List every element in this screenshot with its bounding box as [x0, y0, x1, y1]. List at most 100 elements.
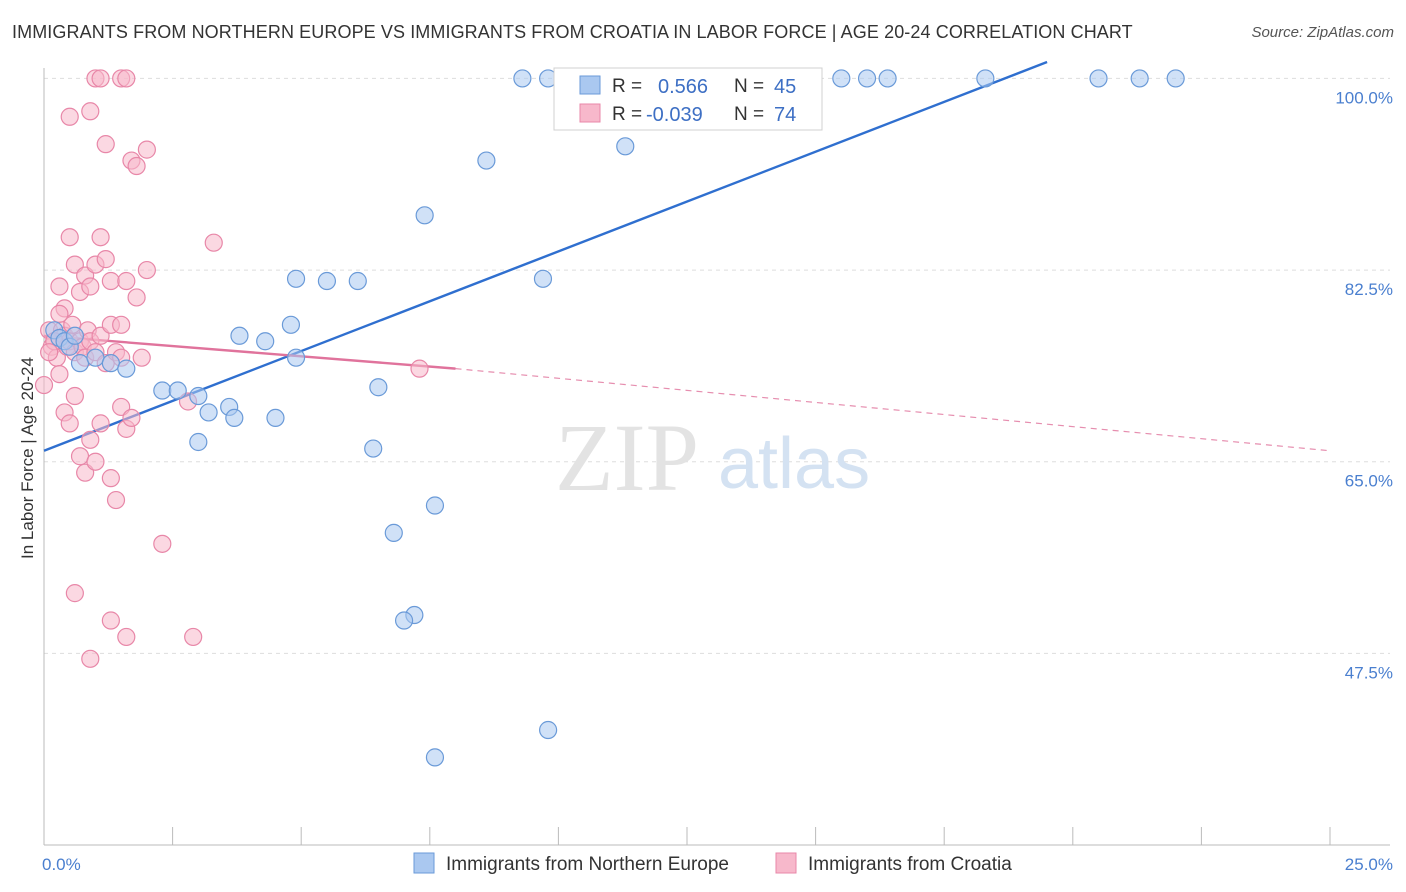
- northern-europe-point: [616, 137, 635, 156]
- croatia-point: [137, 140, 156, 159]
- correlation-legend: R = 0.566 N = 45 R = -0.039 N = 74: [553, 67, 823, 131]
- croatia-point: [60, 228, 79, 247]
- trend-lines: [43, 60, 1331, 452]
- northern-europe-point: [415, 206, 434, 225]
- northern-europe-point: [199, 403, 218, 422]
- croatia-point: [112, 315, 131, 334]
- x-tick-label: 25.0%: [1345, 855, 1393, 874]
- axes: [43, 68, 1390, 846]
- croatia-point: [101, 271, 120, 291]
- croatia-point: [81, 649, 100, 668]
- legend-n-value-pink: 74: [774, 104, 796, 126]
- northern-europe-point: [286, 348, 306, 367]
- y-tick-label: 65.0%: [1345, 472, 1393, 491]
- bottom-legend-label-blue: Immigrants from Northern Europe: [446, 854, 729, 875]
- croatia-point: [137, 260, 156, 280]
- croatia-point: [60, 414, 79, 433]
- northern-europe-point: [832, 69, 851, 88]
- northern-europe-point: [225, 408, 244, 428]
- northern-europe-point: [286, 269, 306, 288]
- northern-europe-point: [394, 611, 414, 630]
- croatia-point: [60, 107, 79, 126]
- croatia-point: [81, 430, 100, 449]
- northern-europe-point: [189, 386, 208, 406]
- northern-europe-point: [101, 354, 120, 373]
- croatia-point: [40, 343, 59, 362]
- croatia-point: [50, 277, 69, 296]
- croatia-point: [106, 490, 126, 510]
- trend-line-croatia: [43, 334, 456, 370]
- northern-europe-point: [70, 354, 90, 373]
- northern-europe-point: [1166, 69, 1185, 88]
- northern-europe-point: [539, 720, 558, 740]
- trend-line-croatia-extension: [455, 368, 1331, 452]
- croatia-point: [91, 414, 110, 433]
- bottom-legend-label-pink: Immigrants from Croatia: [808, 854, 1012, 875]
- legend-n-label-pink: N =: [734, 104, 764, 125]
- bottom-legend-swatch-pink: [775, 852, 797, 874]
- y-tick-label: 47.5%: [1345, 663, 1393, 682]
- northern-europe-point: [256, 332, 275, 351]
- northern-europe-point: [1130, 69, 1149, 88]
- northern-europe-point: [369, 378, 388, 397]
- northern-europe-point: [477, 151, 496, 170]
- y-tick-label: 82.5%: [1345, 280, 1393, 299]
- croatia-point: [96, 250, 115, 269]
- legend-n-label-blue: N =: [734, 76, 764, 97]
- northern-europe-point: [348, 271, 367, 291]
- croatia-point: [153, 534, 172, 553]
- croatia-point: [91, 228, 110, 247]
- series-legend: Immigrants from Northern Europe Immigran…: [413, 852, 1012, 875]
- northern-europe-point: [425, 748, 445, 767]
- croatia-point: [101, 469, 120, 488]
- northern-europe-point: [168, 381, 187, 400]
- croatia-point: [127, 288, 146, 307]
- northern-europe-point: [364, 439, 383, 458]
- croatia-point: [184, 627, 203, 647]
- northern-europe-point: [117, 359, 136, 378]
- northern-europe-point: [878, 69, 897, 88]
- croatia-points: [34, 69, 429, 668]
- croatia-point: [122, 408, 141, 428]
- croatia-point: [65, 386, 84, 406]
- watermark-zip: ZIP: [555, 404, 699, 511]
- northern-europe-point: [230, 326, 249, 345]
- croatia-point: [81, 102, 100, 121]
- northern-europe-point: [189, 432, 208, 452]
- croatia-point: [50, 365, 69, 384]
- northern-europe-point: [317, 271, 337, 291]
- northern-europe-point: [533, 269, 553, 288]
- legend-r-label-pink: R =: [612, 104, 642, 125]
- croatia-point: [132, 348, 151, 367]
- y-axis-label: In Labor Force | Age 20-24: [18, 357, 37, 559]
- legend-swatch-blue: [579, 75, 601, 95]
- croatia-point: [65, 584, 84, 603]
- croatia-point: [86, 452, 105, 471]
- y-tick-labels: 100.0% 82.5% 65.0% 47.5%: [1335, 88, 1393, 682]
- legend-r-value-blue: 0.566: [658, 76, 708, 98]
- croatia-point: [96, 135, 115, 154]
- croatia-point: [81, 277, 100, 296]
- northern-europe-point: [65, 326, 84, 345]
- legend-n-value-blue: 45: [774, 76, 796, 98]
- northern-europe-point: [425, 496, 445, 515]
- y-tick-label: 100.0%: [1335, 88, 1393, 107]
- croatia-point: [117, 627, 136, 647]
- chart-title: IMMIGRANTS FROM NORTHERN EUROPE VS IMMIG…: [12, 22, 1133, 42]
- northern-europe-point: [86, 348, 105, 367]
- croatia-point: [410, 359, 429, 378]
- legend-swatch-pink: [579, 103, 601, 123]
- croatia-point: [204, 233, 223, 252]
- northern-europe-point: [513, 69, 532, 88]
- croatia-point: [117, 69, 136, 88]
- northern-europe-point: [153, 381, 172, 400]
- croatia-point: [91, 69, 110, 88]
- gridlines: [44, 77, 1390, 654]
- northern-europe-point: [857, 69, 877, 88]
- croatia-point: [34, 375, 54, 395]
- legend-r-label-blue: R =: [612, 76, 642, 97]
- northern-europe-point: [384, 523, 403, 542]
- northern-europe-point: [976, 69, 995, 88]
- northern-europe-point: [281, 315, 301, 334]
